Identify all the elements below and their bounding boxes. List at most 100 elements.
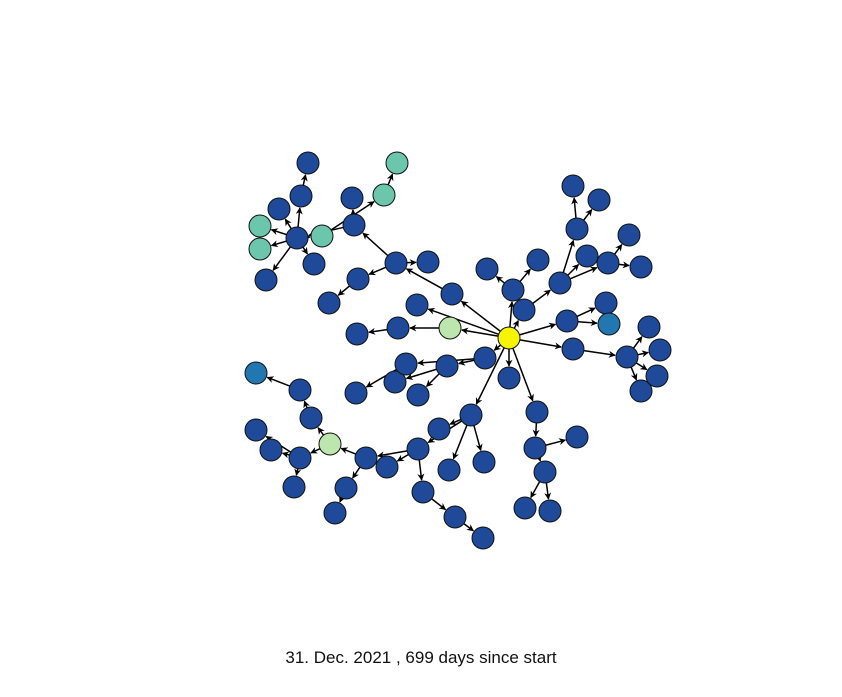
graph-node: [525, 400, 549, 424]
graph-node: [244, 418, 268, 442]
graph-node: [440, 282, 464, 306]
graph-node: [561, 174, 585, 198]
edge-arrow: [493, 343, 502, 351]
graph-node: [587, 188, 611, 212]
edge-arrow: [618, 261, 630, 269]
edge-arrow: [635, 362, 648, 371]
edge-arrow: [475, 347, 505, 405]
edge-arrow: [562, 239, 575, 273]
graph-node: [555, 309, 579, 333]
edge-arrow: [532, 289, 551, 304]
edge-arrow: [405, 368, 437, 380]
edge-arrow: [460, 300, 501, 332]
graph-node: [323, 501, 347, 525]
graph-node: [435, 354, 459, 378]
edge-arrow: [567, 263, 580, 276]
edge-arrow: [544, 482, 552, 500]
graph-node: [459, 403, 483, 427]
edge-arrow: [270, 228, 287, 236]
graph-node: [512, 298, 536, 322]
graph-node: [372, 183, 396, 207]
graph-node: [344, 381, 368, 405]
date-caption: 31. Dec. 2021 , 699 days since start: [285, 648, 557, 667]
edge-arrow: [284, 218, 292, 230]
graph-node: [310, 224, 334, 248]
edge-arrow: [377, 450, 408, 459]
graph-node: [416, 250, 440, 274]
graph-node: [597, 312, 621, 336]
graph-node: [267, 197, 291, 221]
graph-node: [384, 251, 408, 275]
edge-arrow: [300, 174, 308, 186]
graph-node: [637, 315, 661, 339]
edge-arrow: [577, 319, 598, 327]
node-layer: [244, 151, 672, 550]
graph-node: [533, 460, 557, 484]
graph-node: [345, 322, 369, 346]
edge-arrow: [530, 481, 541, 499]
graph-node: [472, 450, 496, 474]
graph-node: [513, 496, 537, 520]
graph-node: [296, 151, 320, 175]
edge-arrow: [519, 339, 562, 350]
graph-node: [565, 425, 589, 449]
edge-arrow: [352, 466, 361, 479]
graph-node: [565, 217, 589, 241]
graph-node: [334, 476, 358, 500]
graph-node: [317, 291, 341, 315]
graph-node: [289, 184, 313, 208]
edge-arrow: [317, 427, 325, 436]
graph-node: [523, 436, 547, 460]
graph-node: [342, 213, 366, 237]
edge-arrow: [396, 453, 409, 462]
graph-node: [346, 267, 370, 291]
graph-node: [288, 378, 312, 402]
edge-arrow: [458, 358, 475, 366]
edge-arrow: [405, 268, 443, 290]
graph-node: [501, 278, 525, 302]
edge-arrow: [340, 447, 357, 455]
edge-arrow: [301, 246, 309, 255]
edge-arrow: [613, 244, 623, 255]
edge-arrow: [507, 301, 515, 328]
edge-arrow: [294, 468, 302, 476]
graph-node: [244, 361, 268, 385]
graph-node: [282, 475, 306, 499]
edge-arrow: [449, 418, 462, 425]
graph-node: [438, 316, 462, 340]
edge-layer: [265, 173, 649, 532]
edge-arrow: [461, 327, 499, 337]
graph-node: [383, 370, 407, 394]
graph-node: [473, 346, 497, 370]
edge-arrow: [519, 268, 531, 283]
graph-node: [648, 338, 672, 362]
edge-arrow: [310, 447, 321, 454]
edge-arrow: [571, 197, 579, 219]
graph-node: [427, 417, 451, 441]
graph-node: [443, 505, 467, 529]
graph-node: [386, 316, 410, 340]
graph-node: [385, 151, 409, 175]
graph-node: [406, 437, 430, 461]
edge-arrow: [368, 327, 388, 335]
root-node: [497, 326, 521, 350]
graph-node: [354, 446, 378, 470]
edge-arrow: [272, 246, 292, 271]
edge-arrow: [632, 336, 643, 349]
graph-node: [629, 379, 653, 403]
graph-node: [248, 237, 272, 261]
graph-node: [394, 352, 418, 376]
edge-arrow: [512, 348, 534, 402]
graph-node: [497, 366, 521, 390]
graph-node: [285, 226, 309, 250]
graph-node: [340, 186, 364, 210]
edge-arrow: [637, 350, 649, 358]
edge-arrow: [534, 453, 542, 462]
edge-arrow: [463, 522, 474, 532]
graph-node: [526, 248, 550, 272]
edge-arrow: [452, 424, 468, 460]
graph-node: [437, 458, 461, 482]
edge-arrow: [630, 366, 638, 381]
edge-arrow: [583, 349, 616, 358]
